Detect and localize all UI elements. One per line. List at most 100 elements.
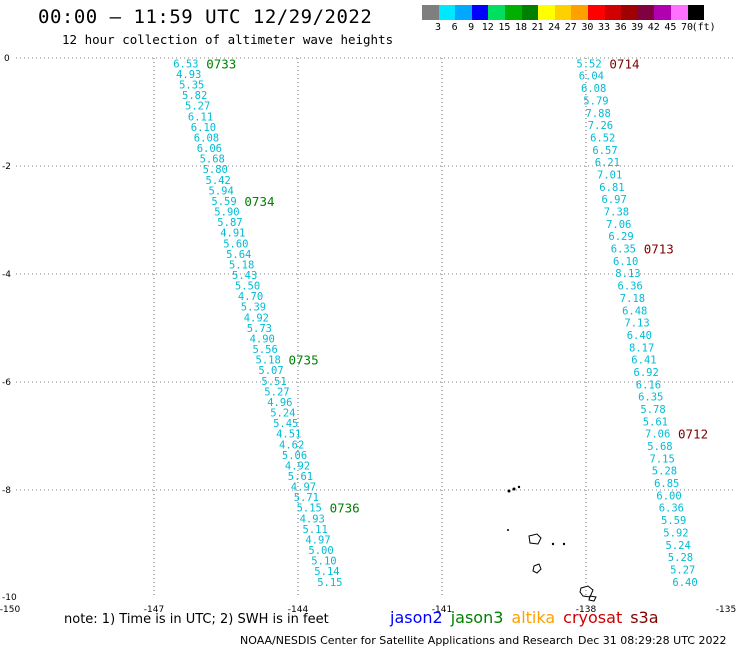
wave-height-value: 8.13 — [615, 268, 640, 280]
wave-height-value: 6.21 — [595, 157, 620, 169]
colorbar-label: 24 — [548, 22, 561, 33]
legend-item-jason2: jason2 — [390, 608, 443, 627]
wave-height-value: 5.64 — [226, 249, 251, 261]
wave-height-value: 5.45 — [273, 418, 298, 430]
wave-height-value: 6.40 — [627, 330, 652, 342]
wave-height-value: 5.78 — [640, 404, 665, 416]
colorbar-swatch — [554, 5, 572, 20]
wave-height-value: 6.36 — [618, 281, 643, 293]
wave-height-value: 5.27 — [185, 101, 210, 113]
wave-height-value: 5.06 — [282, 450, 307, 462]
wave-height-value: 5.39 — [241, 302, 266, 314]
colorbar-label: 9 — [468, 22, 475, 33]
wave-height-value: 6.11 — [188, 111, 213, 123]
wave-height-value: 5.51 — [261, 376, 286, 388]
wave-height-value: 8.17 — [629, 342, 654, 354]
page-subtitle: 12 hour collection of altimeter wave hei… — [62, 32, 394, 47]
colorbar-swatch — [687, 5, 705, 20]
colorbar-swatch — [671, 5, 688, 20]
wave-height-value: 4.93 — [300, 513, 325, 525]
island-dot — [507, 529, 509, 531]
colorbar-label: 21 — [531, 22, 544, 33]
y-tick-label: -8 — [2, 486, 11, 496]
legend-item-s3a: s3a — [630, 608, 659, 627]
wave-height-value: 5.82 — [182, 90, 207, 102]
wave-height-value: 5.60 — [223, 238, 248, 250]
wave-height-value: 6.10 — [613, 256, 638, 268]
wave-height-value: 4.93 — [176, 69, 201, 81]
wave-height-value: 6.41 — [631, 355, 656, 367]
pass-time-label: 0735 — [289, 353, 319, 368]
wave-height-value: 6.53 — [173, 58, 198, 70]
wave-height-value: 5.61 — [643, 416, 668, 428]
wave-height-value: 5.35 — [179, 80, 204, 92]
wave-height-value: 6.08 — [581, 83, 606, 95]
colorbar-label: (ft) — [691, 22, 716, 33]
pass-time-label: 0736 — [330, 501, 360, 516]
island-dot — [551, 542, 555, 546]
wave-height-value: 5.79 — [583, 95, 608, 107]
wave-height-value: 5.11 — [303, 524, 328, 536]
wave-height-value: 4.97 — [305, 535, 330, 547]
wave-height-value: 5.61 — [288, 471, 313, 483]
wave-height-value: 6.92 — [634, 367, 659, 379]
wave-height-value: 6.35 — [638, 392, 663, 404]
wave-height-value: 6.10 — [191, 122, 216, 134]
colorbar-swatch — [538, 5, 555, 20]
wave-height-value: 5.92 — [663, 527, 688, 539]
legend-item-jason3: jason3 — [450, 608, 504, 627]
wave-height-value: 7.15 — [650, 453, 675, 465]
legend-item-altika: altika — [511, 608, 556, 627]
wave-height-value: 5.27 — [670, 565, 695, 577]
wave-height-value: 6.85 — [654, 478, 679, 490]
colorbar-swatch — [604, 5, 622, 20]
colorbar-swatch — [488, 5, 505, 20]
colorbar-label: 70 — [680, 22, 694, 33]
wave-height-value: 5.80 — [203, 164, 228, 176]
satellite-tracks: 6.534.935.355.825.276.116.106.086.065.68… — [173, 56, 708, 588]
page-title: 00:00 — 11:59 UTC 12/29/2022 — [38, 6, 373, 28]
wave-height-value: 4.70 — [238, 291, 263, 303]
wave-height-value: 5.87 — [217, 217, 242, 229]
colorbar-label: 30 — [581, 22, 594, 33]
colorbar-label: 33 — [597, 22, 611, 33]
x-tick-label: -138 — [576, 605, 597, 615]
wave-height-value: 6.52 — [590, 133, 615, 145]
wave-height-value: 7.13 — [624, 318, 649, 330]
colorbar-label: 27 — [564, 22, 577, 33]
footer-credit: NOAA/NESDIS Center for Satellite Applica… — [240, 634, 574, 647]
wave-height-value: 5.90 — [214, 207, 239, 219]
x-tick-label: -141 — [432, 605, 452, 615]
wave-height-value: 6.04 — [579, 71, 604, 83]
colorbar-label: 42 — [647, 22, 660, 33]
island-dot — [562, 542, 566, 546]
colorbar-label: 18 — [514, 22, 528, 33]
colorbar-label: 45 — [664, 22, 677, 33]
wave-height-value: 6.00 — [656, 490, 681, 502]
wave-height-value: 5.14 — [314, 566, 339, 578]
wave-height-value: 4.96 — [267, 397, 292, 409]
colorbar-swatch — [422, 5, 439, 20]
colorbar-swatch — [654, 5, 671, 20]
colorbar-label: 36 — [614, 22, 627, 33]
wave-height-value: 4.62 — [279, 439, 304, 451]
pass-time-label: 0733 — [206, 56, 236, 71]
island-shape — [588, 595, 597, 602]
wave-height-value: 7.38 — [604, 207, 629, 219]
wave-height-value: 5.18 — [229, 259, 254, 271]
island-outlines — [507, 485, 597, 602]
x-tick-label: -150 — [0, 605, 20, 615]
wave-height-value: 6.16 — [636, 379, 661, 391]
colorbar-swatch — [521, 5, 539, 20]
wave-height-value: 4.90 — [250, 334, 275, 346]
wave-height-value: 7.26 — [588, 120, 613, 132]
wave-height-value: 6.40 — [672, 577, 697, 589]
wave-height-value: 5.71 — [294, 492, 319, 504]
wave-height-value: 5.24 — [666, 540, 691, 552]
island-shape — [532, 563, 542, 574]
wave-height-value: 4.91 — [220, 228, 245, 240]
colorbar-label: 3 — [434, 22, 442, 33]
pass-time-label: 0714 — [609, 56, 639, 71]
wave-height-value: 5.28 — [652, 466, 677, 478]
